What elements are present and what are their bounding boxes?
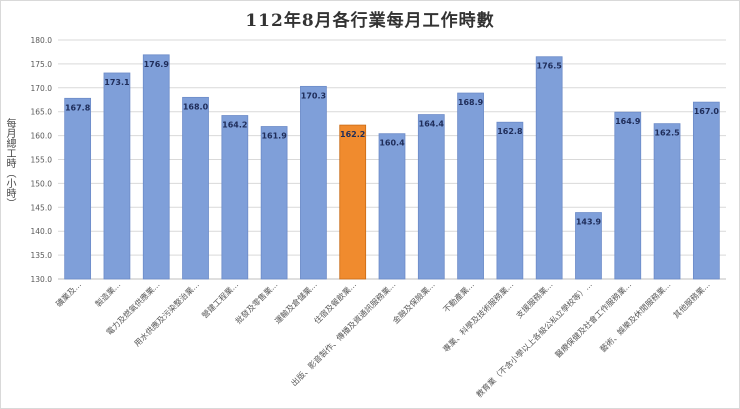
- y-axis-title: 每月總工時（小時）: [4, 118, 15, 208]
- y-tick-label: 160.0: [31, 132, 53, 141]
- y-tick-label: 175.0: [31, 60, 53, 69]
- chart-title: 112年8月各行業每月工作時數: [245, 11, 495, 31]
- bar: [692, 101, 720, 280]
- y-axis-ticks: 130.0 135.0 140.0 145.0 150.0 155.0 160.0 165.0…: [31, 36, 53, 284]
- bar: [339, 124, 367, 280]
- data-label: 176.5: [537, 62, 563, 71]
- data-label: 162.5: [654, 129, 680, 138]
- bar: [260, 126, 288, 280]
- x-category-label: 不動產業...: [441, 279, 476, 314]
- x-category-label: 營建工程業...: [199, 279, 240, 320]
- x-category-label: 製造業...: [93, 279, 122, 308]
- y-tick-label: 145.0: [31, 203, 53, 212]
- y-tick-label: 140.0: [31, 227, 53, 236]
- bar: [535, 56, 563, 280]
- data-label: 167.8: [65, 103, 91, 112]
- x-category-label: 專業、科學及技術服務業...: [441, 279, 516, 354]
- data-labels: 167.8 173.1 176.9 168.0 164.2 161.9 170.3 162.2…: [65, 60, 719, 227]
- y-tick-label: 180.0: [31, 36, 53, 45]
- data-label: 170.3: [301, 91, 326, 100]
- data-label: 168.0: [183, 102, 209, 111]
- bar: [575, 212, 602, 280]
- data-label: 161.9: [261, 132, 287, 141]
- y-tick-label: 155.0: [31, 156, 53, 165]
- bar: [221, 115, 249, 280]
- data-label: 164.2: [222, 121, 247, 130]
- data-label: 168.9: [458, 98, 484, 107]
- x-category-label: 醫療保健及社會工作服務業...: [553, 279, 633, 359]
- bar: [378, 133, 406, 280]
- bar: [653, 123, 681, 280]
- data-label: 160.4: [379, 139, 405, 148]
- data-label: 162.2: [340, 130, 365, 139]
- x-category-label: 支援服務業...: [514, 279, 555, 320]
- x-category-label: 藝術、娛樂及休閒服務業...: [598, 279, 673, 354]
- x-category-label: 礦業及...: [54, 279, 83, 308]
- bar: [182, 96, 209, 280]
- bar: [417, 114, 445, 280]
- data-label: 167.0: [694, 107, 720, 116]
- data-label: 143.9: [576, 218, 602, 227]
- y-tick-label: 170.0: [31, 84, 53, 93]
- bar: [142, 54, 170, 280]
- bar: [496, 121, 524, 280]
- bar: [300, 85, 327, 280]
- x-axis-categories: 礦業及... 製造業...電力及燃氣供應業...用水供應及污染整治業... 營建工程…: [54, 279, 712, 399]
- data-label: 176.9: [144, 60, 170, 69]
- y-tick-label: 135.0: [31, 251, 53, 260]
- data-label: 164.9: [615, 117, 641, 126]
- bar: [64, 97, 92, 280]
- data-label: 173.1: [104, 78, 130, 87]
- y-tick-label: 130.0: [31, 275, 53, 284]
- bar: [614, 111, 642, 280]
- data-label: 164.4: [419, 120, 445, 129]
- y-tick-label: 150.0: [31, 179, 53, 188]
- x-category-label: 用水供應及污染整治業...: [132, 279, 201, 348]
- bars: [64, 54, 720, 280]
- bar: [103, 72, 131, 280]
- y-tick-label: 165.0: [31, 108, 53, 117]
- data-label: 162.8: [497, 127, 523, 136]
- bar: [457, 92, 484, 280]
- x-category-label: 其他服務業...: [671, 279, 712, 320]
